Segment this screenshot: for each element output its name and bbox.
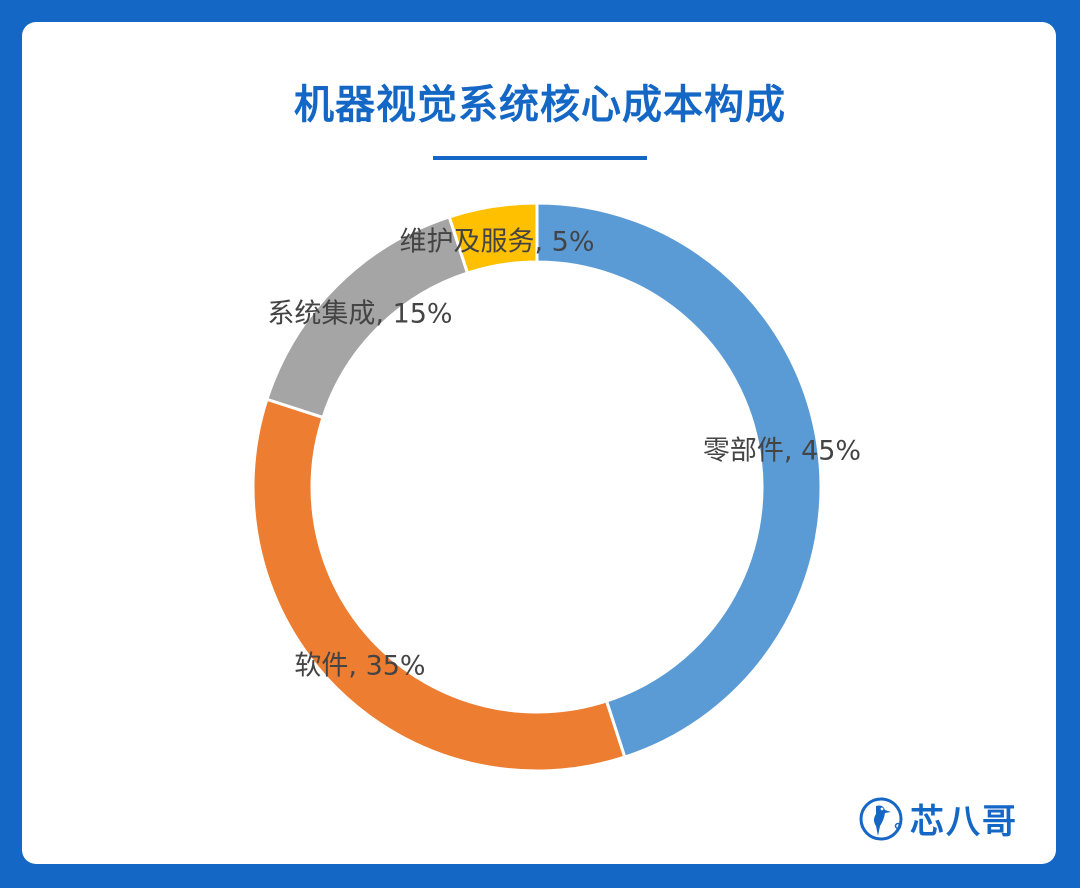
chart-title: 机器视觉系统核心成本构成 [294, 82, 786, 128]
brand-logo: 芯八哥 [858, 794, 1018, 843]
slice-label-1: 软件, 35% [294, 651, 425, 682]
donut-slice-0 [535, 201, 823, 759]
slice-label-0: 零部件, 45% [703, 436, 861, 467]
donut-slice-3 [447, 201, 539, 275]
donut-slice-1 [251, 397, 627, 773]
heron-logo-icon [859, 797, 903, 840]
slice-label-2: 系统集成, 15% [267, 299, 452, 330]
title-underline [433, 156, 647, 160]
slice-label-3: 维护及服务, 5% [400, 227, 595, 258]
brand-name: 芯八哥 [910, 802, 1018, 842]
